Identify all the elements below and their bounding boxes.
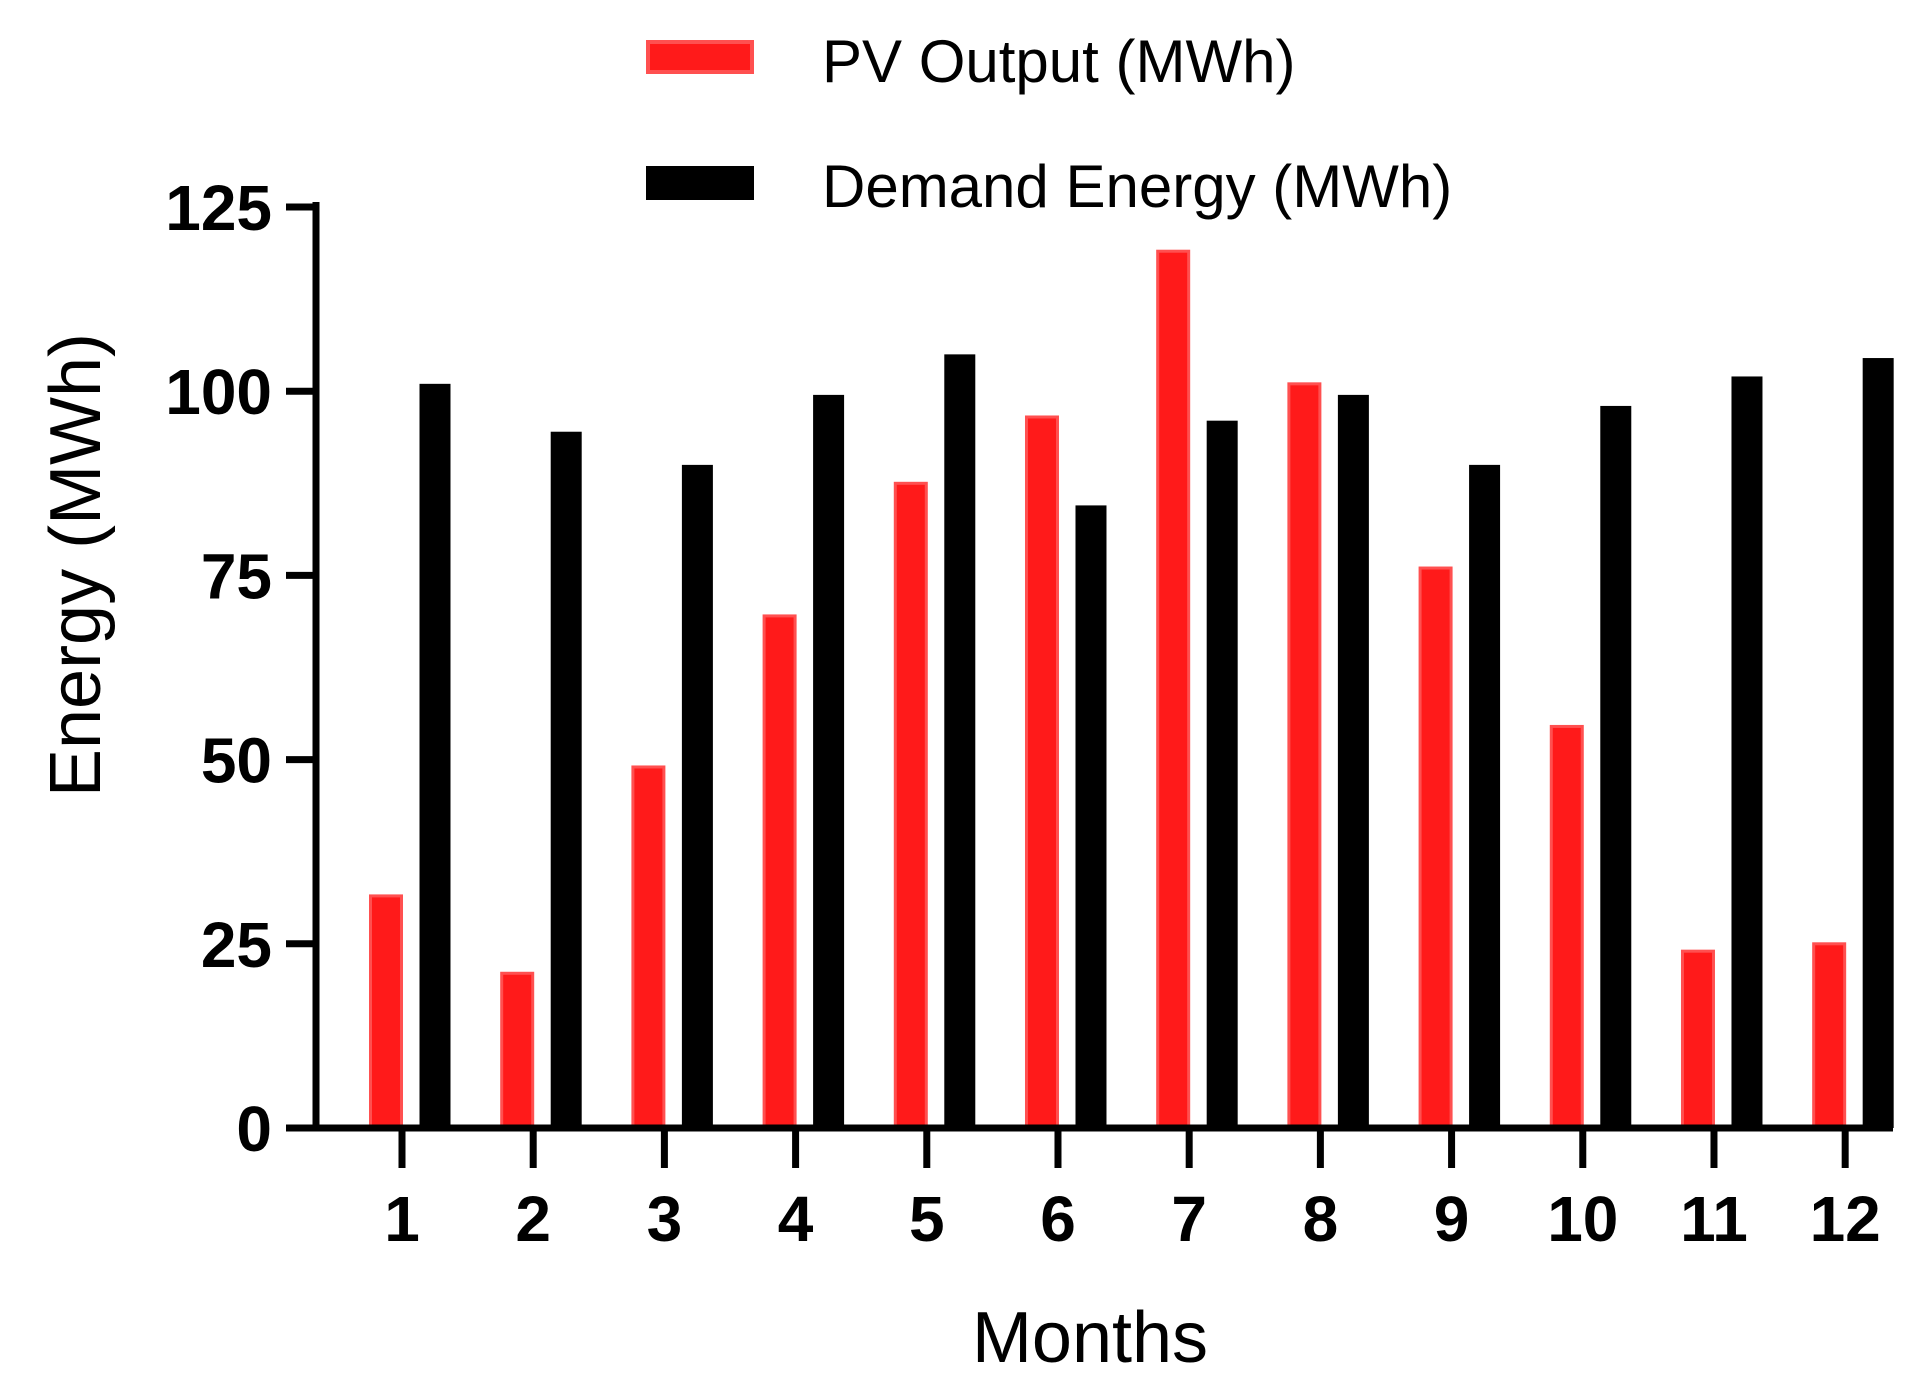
bar-pv-output — [1549, 724, 1584, 1130]
y-tick-label: 25 — [201, 909, 272, 981]
x-tick-label: 9 — [1434, 1183, 1470, 1255]
bar-pv-output — [1418, 566, 1453, 1130]
bar-pv-output — [1812, 942, 1847, 1130]
y-ticks: 0 25 50 75 100 125 — [165, 172, 316, 1165]
x-tick-label: 1 — [384, 1183, 420, 1255]
bar-demand-energy — [419, 383, 451, 1128]
y-tick-label: 0 — [236, 1093, 272, 1165]
legend: PV Output (MWh) Demand Energy (MWh) — [646, 28, 1452, 220]
x-axis-title: Months — [972, 1298, 1208, 1373]
bar-pv-output — [1024, 415, 1059, 1130]
legend-label-pv-output: PV Output (MWh) — [822, 28, 1295, 95]
bar-demand-energy — [1075, 505, 1107, 1128]
bar-pv-output — [1156, 249, 1191, 1130]
x-tick-label: 6 — [1040, 1183, 1076, 1255]
x-tick-label: 11 — [1680, 1183, 1748, 1255]
bar-demand-energy — [1600, 405, 1632, 1128]
y-tick-label: 50 — [201, 725, 272, 797]
bar-demand-energy — [1862, 358, 1894, 1128]
bar-pv-output — [500, 971, 535, 1130]
bar-demand-energy — [681, 464, 713, 1128]
x-tick-label: 2 — [515, 1183, 551, 1255]
bar-pv-output — [762, 614, 797, 1130]
x-tick-label: 5 — [909, 1183, 945, 1255]
y-tick-label: 100 — [165, 356, 272, 428]
legend-label-demand-energy: Demand Energy (MWh) — [822, 153, 1452, 220]
bar-demand-energy — [1337, 394, 1369, 1128]
x-tick-label: 4 — [778, 1183, 814, 1255]
x-tick-label: 7 — [1171, 1183, 1207, 1255]
x-tick-label: 12 — [1810, 1183, 1881, 1255]
x-tick-label: 3 — [647, 1183, 683, 1255]
x-tick-label: 10 — [1547, 1183, 1618, 1255]
y-axis-title: Energy (MWh) — [36, 333, 116, 797]
bar-demand-energy — [944, 354, 976, 1128]
bar-pv-output — [1287, 382, 1322, 1130]
bar-demand-energy — [1206, 420, 1238, 1128]
bar-pv-output — [369, 894, 403, 1130]
axes-layer — [312, 202, 1893, 1132]
y-tick-label: 75 — [201, 540, 272, 612]
bars-layer — [369, 249, 1894, 1130]
bar-demand-energy — [813, 394, 845, 1128]
legend-swatch-pv-output — [646, 40, 754, 74]
bar-pv-output — [893, 481, 928, 1130]
bar-pv-output — [1680, 949, 1715, 1130]
bar-demand-energy — [1469, 464, 1501, 1128]
bar-demand-energy — [550, 431, 582, 1128]
legend-swatch-demand-energy — [646, 166, 754, 200]
bar-pv-output — [631, 765, 666, 1130]
x-tick-label: 8 — [1303, 1183, 1339, 1255]
bar-demand-energy — [1731, 376, 1763, 1128]
x-ticks: 1 2 3 4 5 6 7 8 9 10 11 12 — [384, 1128, 1881, 1255]
y-tick-label: 125 — [165, 172, 272, 244]
